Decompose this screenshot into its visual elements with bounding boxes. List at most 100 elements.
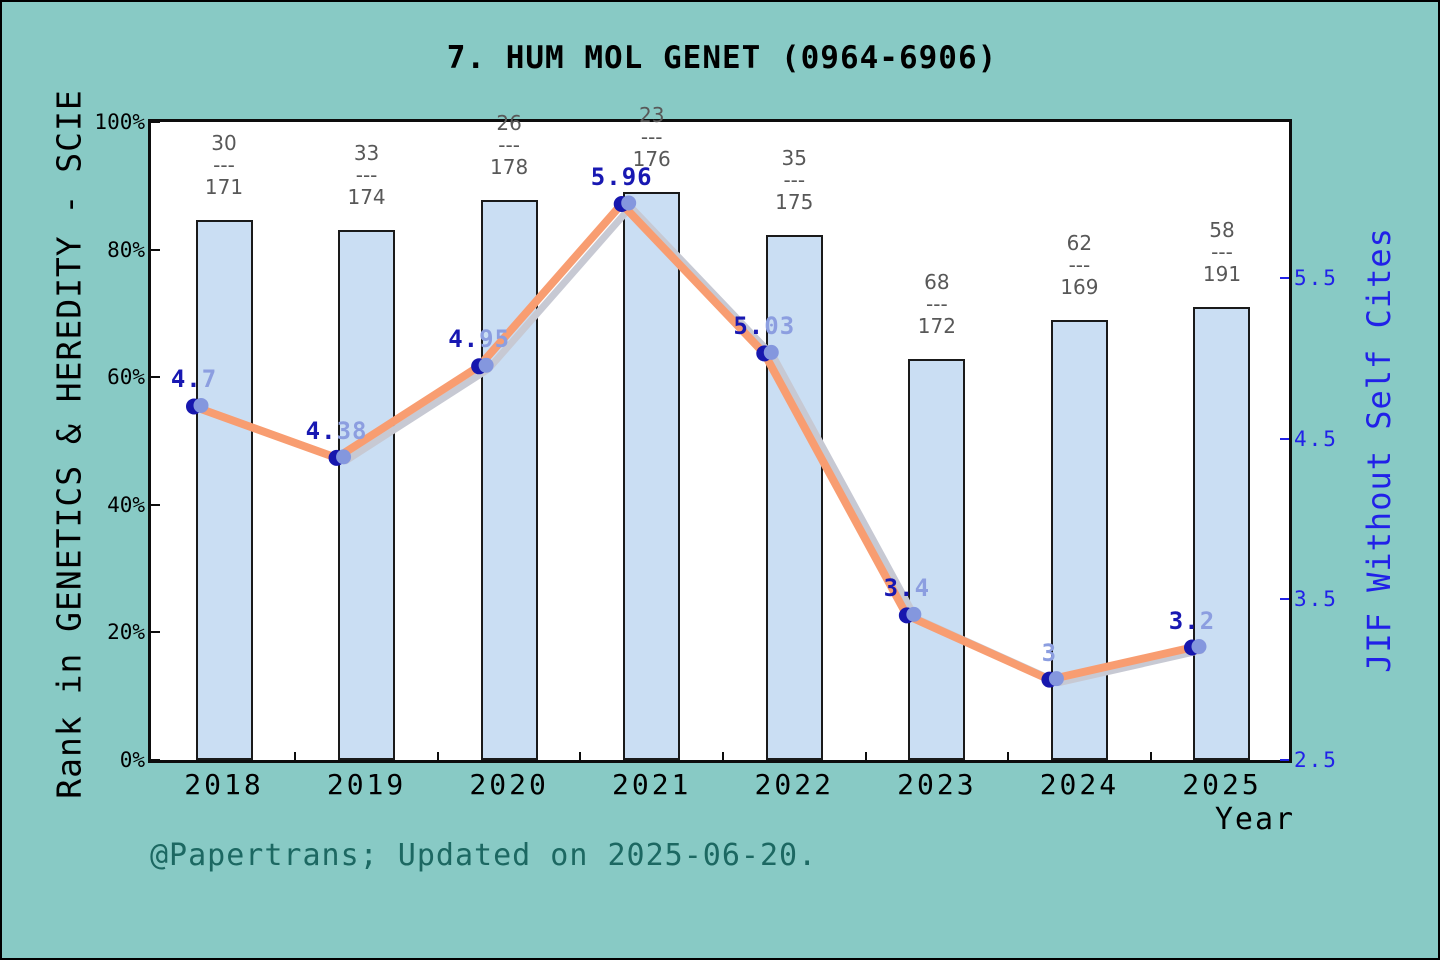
left-tick-label-20%: 20% — [107, 620, 145, 645]
bar-2021 — [623, 192, 681, 760]
rank-fraction-2023: 68 --- 172 — [918, 271, 956, 337]
jif-value-light-part: 7 — [201, 365, 218, 394]
bar-2019 — [338, 229, 396, 760]
fraction-denominator: 176 — [632, 147, 671, 172]
x-axis-title: Year — [1214, 802, 1296, 837]
bar-2024 — [1050, 320, 1108, 760]
bar-2023 — [908, 359, 966, 760]
fraction-bar: --- — [640, 125, 663, 150]
x-minor-tick — [1149, 752, 1152, 760]
right-tick-mark-2.5 — [1280, 759, 1289, 761]
x-tick-label-2019: 2019 — [326, 768, 407, 801]
watermark-caption: @Papertrans; Updated on 2025-06-20. — [150, 838, 818, 873]
x-minor-tick — [864, 752, 867, 760]
left-axis-title: Rank in GENETICS & HEREDITY - SCIE — [49, 89, 89, 799]
x-tick-label-2024: 2024 — [1039, 768, 1120, 801]
fraction-numerator: 33 — [353, 140, 380, 165]
bar-2018 — [195, 219, 253, 760]
jif-value-dark-part: 3. — [883, 574, 915, 603]
fraction-numerator: 23 — [638, 103, 665, 128]
fraction-numerator: 30 — [211, 130, 237, 155]
fraction-denominator: 172 — [917, 314, 956, 339]
fraction-denominator: 191 — [1202, 262, 1242, 287]
jif-value-dark-part: 3. — [1168, 606, 1200, 635]
left-tick-mark-20% — [151, 631, 160, 634]
jif-value-dark-part: 4. — [170, 365, 202, 394]
fraction-numerator: 62 — [1066, 231, 1093, 256]
fraction-denominator: 175 — [775, 189, 814, 214]
rank-fraction-2024: 62 --- 169 — [1060, 232, 1098, 298]
jif-value-label-2020: 4.95 — [448, 325, 510, 353]
jif-value-dark-part: 4. — [448, 325, 480, 354]
fraction-numerator: 68 — [924, 270, 950, 295]
fraction-bar: --- — [926, 292, 948, 317]
fraction-denominator: 174 — [347, 184, 386, 209]
jif-value-light-part: 38 — [336, 416, 368, 445]
fraction-denominator: 169 — [1060, 275, 1099, 300]
jif-value-dark-part: 4. — [305, 416, 337, 445]
x-tick-label-2021: 2021 — [611, 768, 692, 801]
right-tick-label-4.5: 4.5 — [1294, 426, 1338, 451]
fraction-denominator: 171 — [204, 174, 244, 199]
x-tick-label-2025: 2025 — [1182, 768, 1262, 801]
jif-value-dark-part: 5.96 — [590, 162, 653, 191]
x-tick-label-2023: 2023 — [897, 768, 977, 801]
right-tick-label-3.5: 3.5 — [1294, 587, 1338, 612]
jif-value-label-2025: 3.2 — [1169, 607, 1215, 635]
fraction-bar: --- — [213, 152, 235, 177]
rank-fraction-2018: 30 --- 171 — [205, 132, 243, 198]
rank-fraction-2025: 58 --- 191 — [1203, 219, 1241, 285]
fraction-bar: --- — [355, 162, 378, 187]
left-tick-mark-40% — [151, 503, 160, 506]
x-tick-label-2022: 2022 — [754, 768, 834, 801]
x-minor-tick — [294, 752, 297, 760]
fraction-numerator: 26 — [496, 110, 522, 135]
fraction-bar: --- — [1211, 240, 1233, 265]
left-tick-label-0%: 0% — [119, 748, 145, 772]
jif-value-label-2018: 4.7 — [171, 365, 217, 393]
bar-2020 — [480, 199, 538, 760]
x-tick-label-2018: 2018 — [184, 768, 264, 801]
x-minor-tick — [721, 752, 724, 760]
jif-value-label-2019: 4.38 — [306, 417, 368, 445]
jif-value-light-part: 03 — [764, 312, 796, 341]
fraction-denominator: 178 — [490, 154, 529, 179]
left-tick-label-60%: 60% — [107, 365, 145, 390]
left-tick-mark-80% — [151, 248, 160, 251]
jif-value-label-2021: 5.96 — [591, 163, 653, 191]
left-tick-label-100%: 100% — [94, 110, 145, 134]
jif-value-dark-part: 5. — [733, 312, 765, 341]
fraction-numerator: 58 — [1209, 218, 1235, 243]
left-tick-mark-0% — [151, 759, 160, 761]
fraction-bar: --- — [498, 132, 520, 157]
left-tick-mark-100% — [151, 121, 160, 123]
x-minor-tick — [436, 752, 439, 760]
jif-value-light-part: 4 — [914, 574, 931, 603]
fraction-bar: --- — [1068, 253, 1091, 278]
right-tick-mark-4.5 — [1280, 437, 1289, 440]
bar-2025 — [1193, 307, 1251, 760]
rank-fraction-2022: 35 --- 175 — [775, 147, 813, 213]
chart-title: 7. HUM MOL GENET (0964-6906) — [446, 40, 998, 76]
right-tick-label-5.5: 5.5 — [1294, 265, 1338, 290]
left-tick-mark-60% — [151, 376, 160, 379]
left-tick-label-40%: 40% — [107, 492, 145, 517]
x-minor-tick — [579, 752, 582, 760]
jif-value-label-2022: 5.03 — [733, 312, 795, 340]
right-axis-title: JIF Without Self Cites — [1360, 227, 1398, 673]
right-tick-mark-3.5 — [1280, 598, 1289, 601]
rank-fraction-2020: 26 --- 178 — [490, 112, 528, 178]
rank-fraction-2019: 33 --- 174 — [347, 142, 385, 208]
right-tick-label-2.5: 2.5 — [1294, 748, 1338, 772]
x-minor-tick — [1007, 752, 1010, 760]
fraction-numerator: 35 — [781, 145, 807, 170]
jif-value-light-part: 95 — [479, 325, 511, 354]
rank-fraction-2021: 23 --- 176 — [633, 104, 671, 170]
right-tick-mark-5.5 — [1280, 276, 1289, 279]
jif-value-light-part: 3 — [1041, 638, 1058, 667]
fraction-bar: --- — [783, 167, 806, 192]
left-tick-label-80%: 80% — [107, 237, 145, 262]
jif-value-light-part: 2 — [1199, 606, 1216, 635]
jif-value-label-2024: 3 — [1042, 639, 1057, 667]
